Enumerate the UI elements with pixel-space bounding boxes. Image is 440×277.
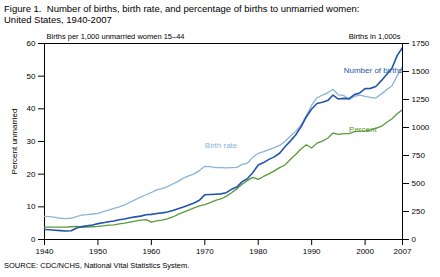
svg-text:1940: 1940 xyxy=(36,247,54,256)
svg-text:1990: 1990 xyxy=(303,247,321,256)
html-text:Figure 1. Number of births, bi: Figure 1. Number of births, birth rate, … xyxy=(4,3,360,14)
svg-text:750: 750 xyxy=(412,151,426,160)
svg-text:250: 250 xyxy=(412,207,426,216)
svg-text:Number of births: Number of births xyxy=(344,66,403,75)
svg-text:0: 0 xyxy=(31,235,36,244)
svg-text:Percent: Percent xyxy=(349,125,377,134)
svg-text:50: 50 xyxy=(27,72,36,81)
html-text:SOURCE: CDC/NCHS, National Vit: SOURCE: CDC/NCHS, National Vital Statist… xyxy=(4,261,190,270)
svg-text:40: 40 xyxy=(27,104,36,113)
svg-text:20: 20 xyxy=(27,170,36,179)
svg-text:1960: 1960 xyxy=(142,247,160,256)
svg-text:60: 60 xyxy=(27,39,36,48)
svg-text:1980: 1980 xyxy=(249,247,267,256)
svg-text:1000: 1000 xyxy=(412,123,430,132)
html-text:United States, 1940-2007: United States, 1940-2007 xyxy=(4,14,112,25)
svg-text:Births in 1,000s: Births in 1,000s xyxy=(349,32,401,41)
svg-text:10: 10 xyxy=(27,202,36,211)
svg-text:0: 0 xyxy=(412,235,417,244)
svg-text:500: 500 xyxy=(412,179,426,188)
svg-text:1950: 1950 xyxy=(89,247,107,256)
svg-text:Percent unmarried: Percent unmarried xyxy=(10,109,19,175)
svg-text:2007: 2007 xyxy=(394,247,412,256)
svg-text:1970: 1970 xyxy=(196,247,214,256)
svg-text:Birth rate: Birth rate xyxy=(205,141,238,150)
svg-text:Births per 1,000 unmarried wom: Births per 1,000 unmarried women 15–44 xyxy=(47,32,185,41)
svg-text:1250: 1250 xyxy=(412,95,430,104)
svg-text:1500: 1500 xyxy=(412,67,430,76)
svg-text:1750: 1750 xyxy=(412,39,430,48)
svg-text:2000: 2000 xyxy=(356,247,374,256)
svg-text:30: 30 xyxy=(27,137,36,146)
